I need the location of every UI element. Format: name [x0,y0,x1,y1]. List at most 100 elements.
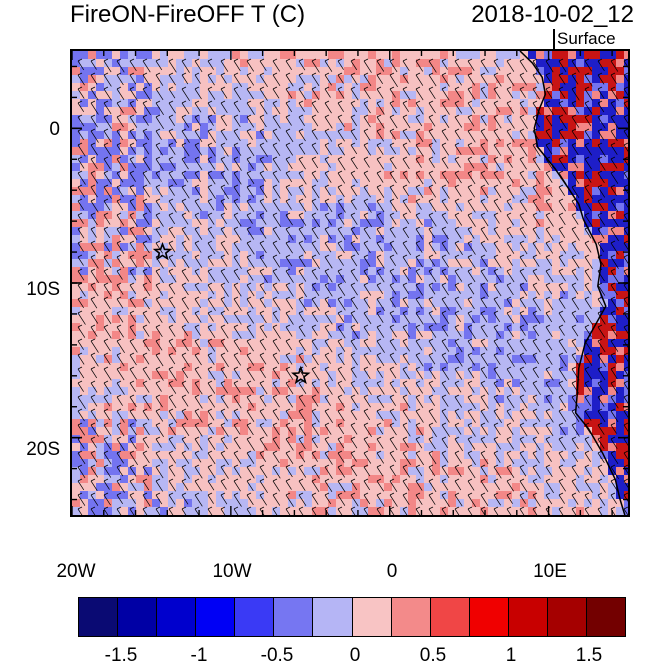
field-cell [472,187,480,195]
field-cell [600,467,608,475]
wind-barb-flag [324,198,330,202]
field-cell [424,347,432,355]
field-cell [544,275,552,283]
field-cell [616,363,624,371]
field-cell [192,347,200,355]
field-cell [504,259,512,267]
field-cell [504,179,512,187]
field-cell [176,459,184,467]
field-cell [584,267,592,275]
wind-barb [181,200,190,213]
field-cell [400,139,408,147]
wind-barb [259,116,267,128]
field-cell [592,371,600,379]
field-cell [600,219,608,227]
field-cell [208,403,216,411]
field-cell [464,283,472,291]
field-cell [496,83,504,91]
field-cell [480,107,488,115]
field-cell [432,171,440,179]
field-cell [120,211,128,219]
field-cell [496,467,504,475]
wind-barb [467,116,475,127]
field-cell [584,315,592,323]
field-cell [128,115,136,123]
field-cell [72,491,80,499]
field-cell [160,227,168,235]
wind-barb [376,172,384,183]
wind-barb [480,144,488,156]
field-cell [232,227,240,235]
field-cell [480,115,488,123]
field-cell [568,499,576,507]
field-cell [136,131,144,139]
field-cell [440,499,448,507]
field-cell [432,179,440,187]
field-cell [488,467,496,475]
field-cell [344,291,352,299]
field-cell [192,83,200,91]
field-cell [560,299,568,307]
field-cell [312,51,320,59]
wind-barb [311,172,319,183]
field-cell [360,163,368,171]
wind-barb-flag [597,86,603,90]
field-cell [544,411,552,419]
field-cell [72,355,80,363]
field-cell [608,483,616,491]
field-cell [568,91,576,99]
field-cell [152,115,160,123]
field-cell [568,403,576,411]
field-cell [136,443,144,451]
field-cell [408,187,416,195]
field-cell [568,179,576,187]
wind-barb-flag [415,142,421,146]
field-cell [304,339,312,347]
field-cell [120,243,128,251]
wind-barb [298,186,307,198]
field-cell [552,99,560,107]
field-cell [432,363,440,371]
field-cell [208,227,216,235]
field-cell [320,107,328,115]
field-cell [80,139,88,147]
field-cell [408,507,416,515]
field-cell [328,443,336,451]
field-cell [224,323,232,331]
field-cell [312,267,320,275]
field-cell [304,243,312,251]
field-cell [544,331,552,339]
field-cell [336,51,344,59]
field-cell [368,67,376,75]
field-cell [256,187,264,195]
field-cell [288,219,296,227]
field-cell [424,259,432,267]
field-cell [544,491,552,499]
field-cell [416,243,424,251]
field-cell [328,99,336,107]
field-cell [152,123,160,131]
field-cell [568,291,576,299]
field-cell [152,307,160,315]
field-cell [608,307,616,315]
field-cell [160,115,168,123]
field-cell [80,419,88,427]
field-cell [616,211,624,219]
field-cell [432,267,440,275]
field-cell [312,107,320,115]
field-cell [424,131,432,139]
field-cell [480,163,488,171]
field-cell [248,115,256,123]
field-cell [312,443,320,451]
field-cell [88,219,96,227]
field-cell [552,395,560,403]
field-cell [344,443,352,451]
wind-barb [194,200,202,212]
field-cell [112,387,120,395]
field-cell [80,155,88,163]
field-cell [184,211,192,219]
field-cell [568,83,576,91]
field-cell [472,51,480,59]
field-cell [88,99,96,107]
field-cell [96,91,104,99]
